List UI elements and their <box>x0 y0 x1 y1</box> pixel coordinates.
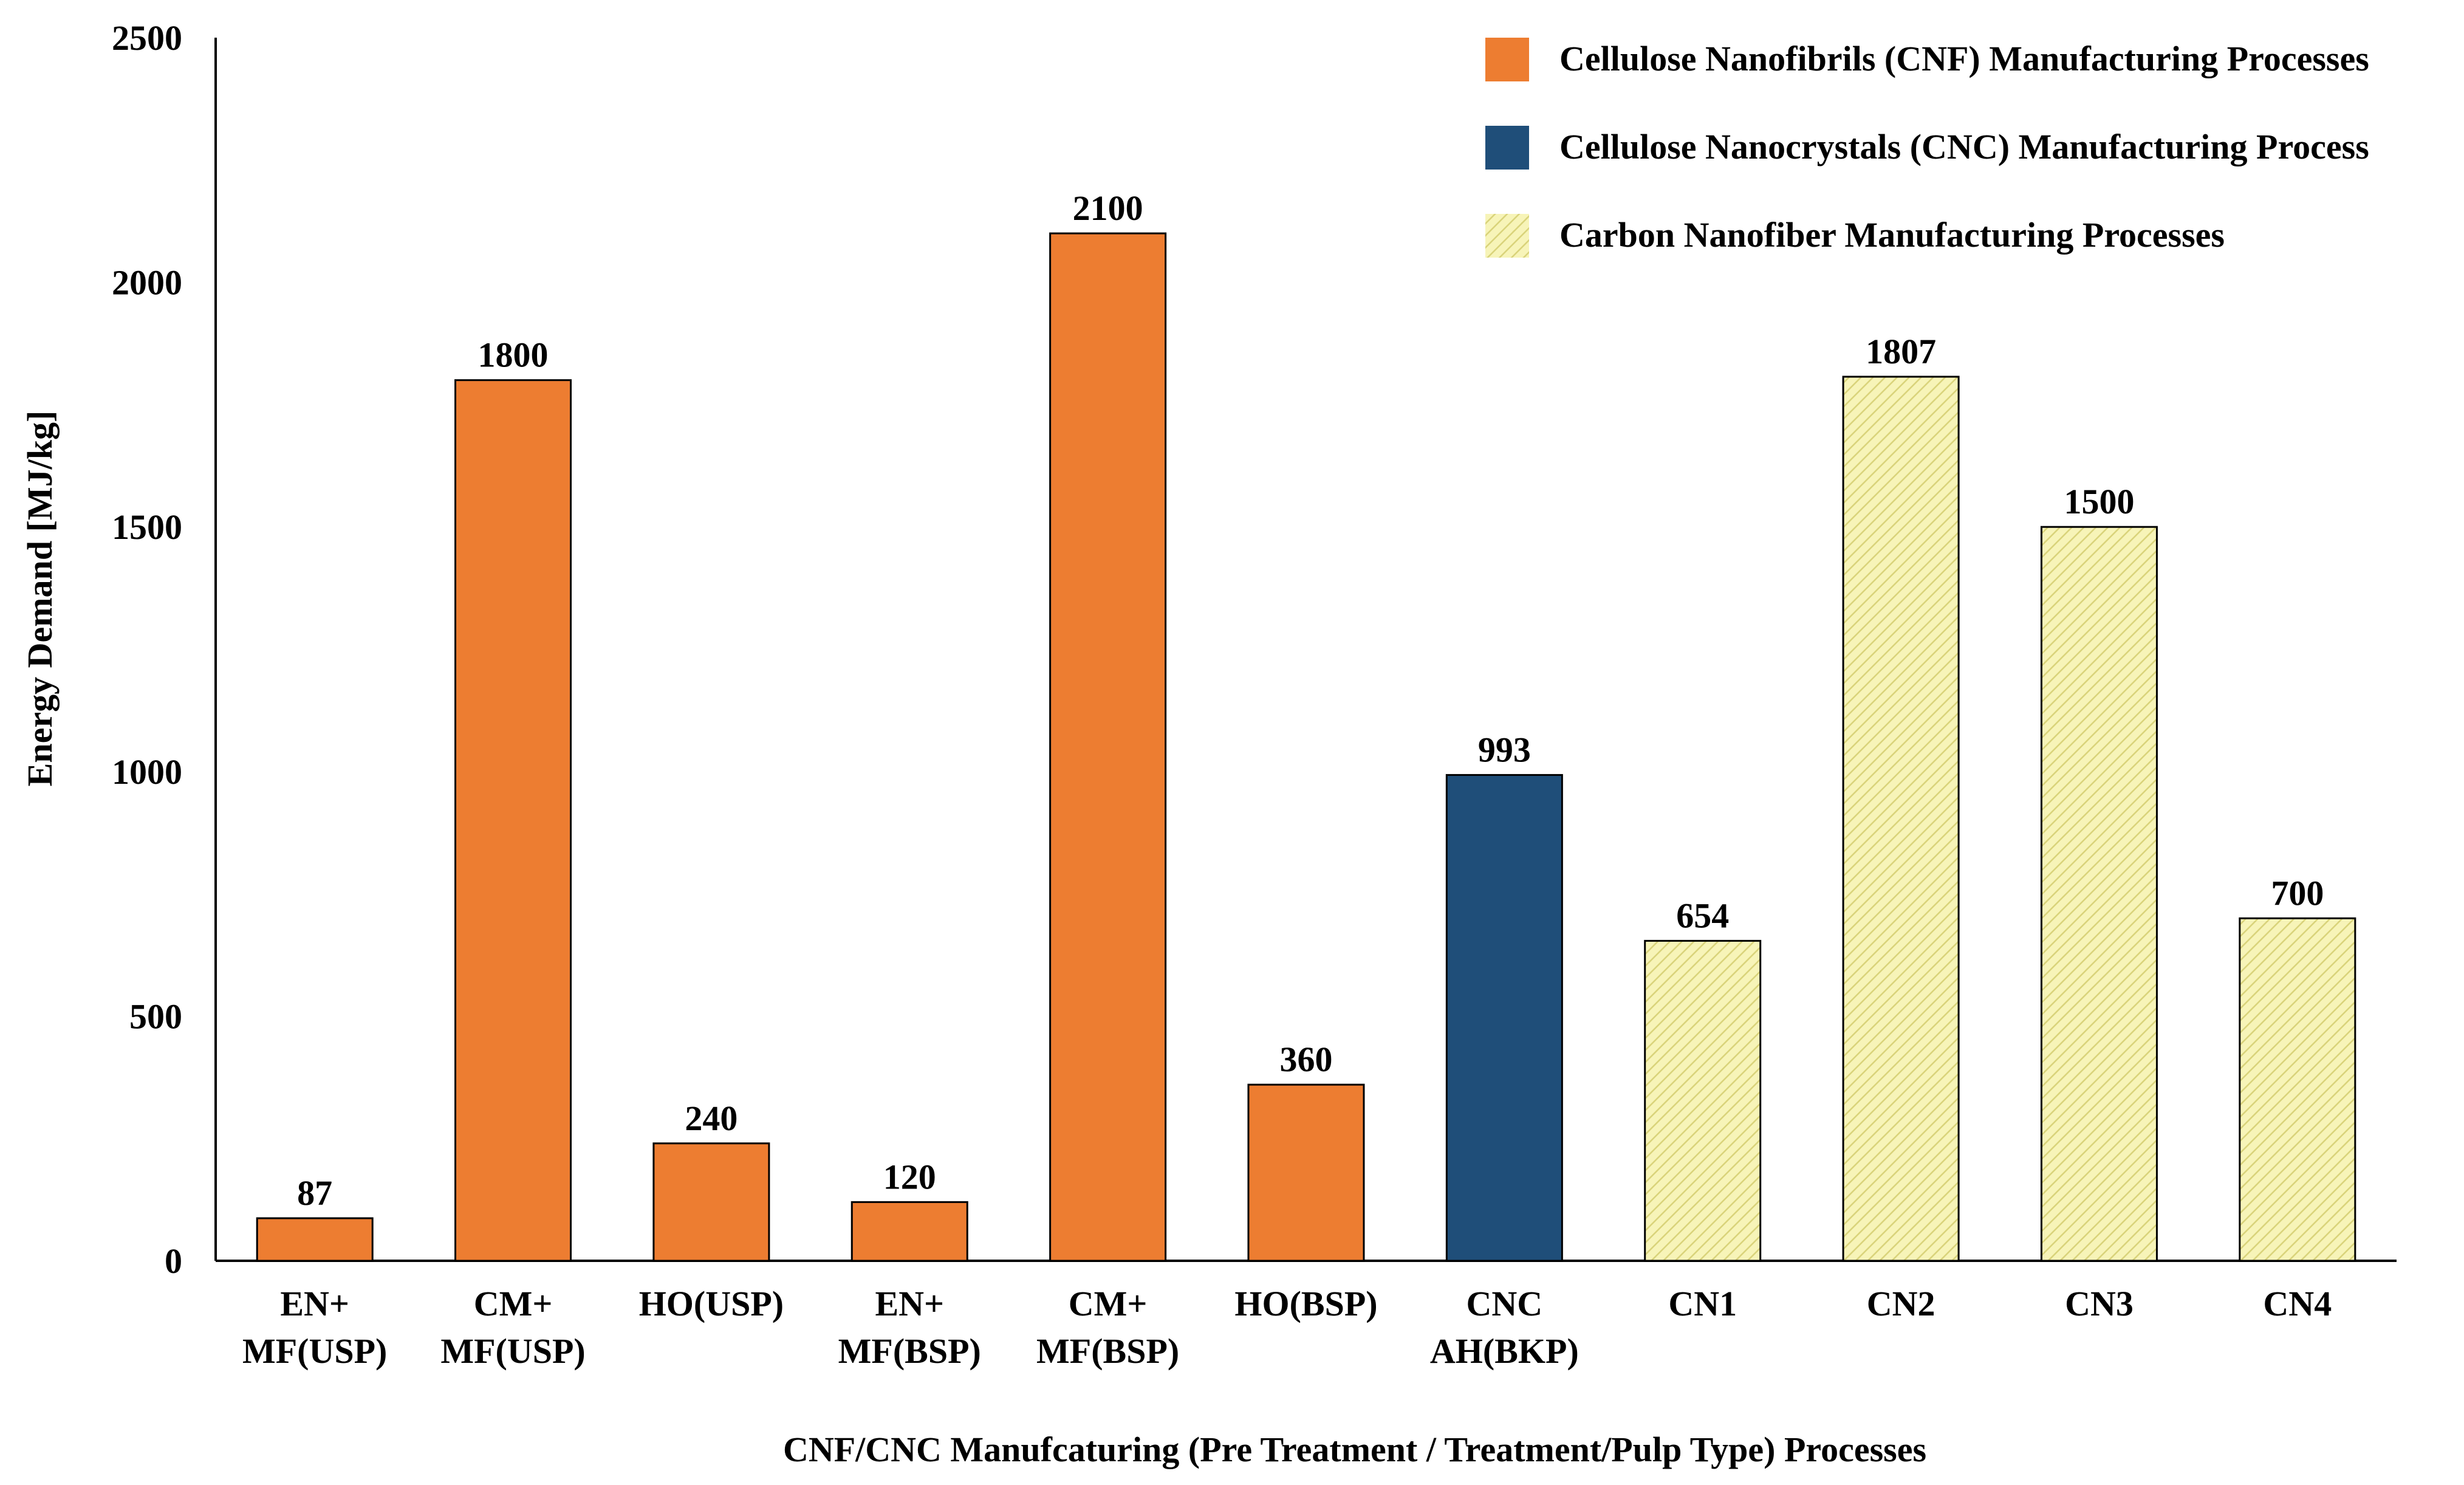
bar-cm-mf-usp- <box>454 379 572 1262</box>
y-tick-label: 1500 <box>112 507 182 547</box>
bar-ho-bsp- <box>1247 1083 1365 1262</box>
bar-cn3 <box>2040 526 2158 1262</box>
legend: Cellulose Nanofibrils (CNF) Manufacturin… <box>1485 38 2369 258</box>
x-tick-label: CNC <box>1466 1284 1543 1323</box>
bar-en-mf-bsp- <box>850 1201 968 1262</box>
x-tick-label: MF(USP) <box>440 1331 585 1371</box>
y-axis-title: Energy Demand [MJ/kg] <box>20 411 60 787</box>
y-tick-label: 0 <box>165 1241 182 1281</box>
x-tick-label: MF(BSP) <box>838 1331 981 1371</box>
x-tick-label: CM+ <box>474 1284 553 1323</box>
bar-value-label: 87 <box>297 1173 332 1213</box>
x-tick-label: HO(BSP) <box>1234 1284 1377 1323</box>
labels: 87 EN+ MF(USP) 1800 CM+ MF(USP) 240 HO(USP) 120 E… <box>242 188 2332 1371</box>
bar-value-label: 360 <box>1280 1040 1333 1079</box>
x-tick-label: MF(BSP) <box>1036 1331 1179 1371</box>
y-tick-label: 2000 <box>112 263 182 303</box>
bar-cm-mf-bsp- <box>1049 232 1167 1262</box>
x-tick-label: EN+ <box>875 1284 944 1323</box>
bar-value-label: 700 <box>2271 873 2324 913</box>
legend-label-1: Cellulose Nanofibrils (CNF) Manufacturin… <box>1559 39 2369 78</box>
axes: 0 500 1000 1500 2000 2500 <box>112 18 2397 1281</box>
x-tick-label: CN2 <box>1867 1284 1935 1323</box>
bar-value-label: 1500 <box>2064 482 2134 521</box>
bar-value-label: 240 <box>685 1099 737 1138</box>
y-tick-label: 500 <box>129 996 182 1036</box>
legend-label-3: Carbon Nanofiber Manufacturing Processes <box>1559 215 2225 255</box>
bars <box>256 232 2356 1262</box>
x-tick-label: HO(USP) <box>639 1284 784 1323</box>
bar-en-mf-usp- <box>256 1217 374 1262</box>
bar-cn4 <box>2239 917 2356 1262</box>
bar-value-label: 654 <box>1676 896 1729 935</box>
bar-value-label: 2100 <box>1073 188 1143 228</box>
legend-swatch-3 <box>1485 214 1529 258</box>
bar-value-label: 993 <box>1478 730 1531 769</box>
x-tick-label: CN1 <box>1668 1284 1737 1323</box>
legend-label-2: Cellulose Nanocrystals (CNC) Manufacturi… <box>1559 127 2369 166</box>
x-tick-label: AH(BKP) <box>1430 1331 1579 1371</box>
x-axis-title: CNF/CNC Manufcaturing (Pre Treatment / T… <box>783 1430 1926 1469</box>
legend-swatch-2 <box>1485 126 1529 170</box>
x-tick-label: CN3 <box>2065 1284 2134 1323</box>
bar-cn2 <box>1842 376 1960 1262</box>
legend-swatch-1 <box>1485 38 1529 81</box>
bar-value-label: 120 <box>883 1157 936 1196</box>
x-tick-label: CN4 <box>2263 1284 2332 1323</box>
bar-value-label: 1800 <box>478 335 549 375</box>
bar-value-label: 1807 <box>1866 332 1936 371</box>
x-tick-label: EN+ <box>280 1284 349 1323</box>
x-tick-label: CM+ <box>1069 1284 1148 1323</box>
bar-cnc-ah-bkp- <box>1445 773 1563 1262</box>
bar-ho-usp- <box>652 1142 770 1262</box>
x-tick-label: MF(USP) <box>242 1331 387 1371</box>
bar-cn1 <box>1644 939 1762 1262</box>
y-tick-label: 1000 <box>112 752 182 792</box>
y-tick-label: 2500 <box>112 18 182 58</box>
